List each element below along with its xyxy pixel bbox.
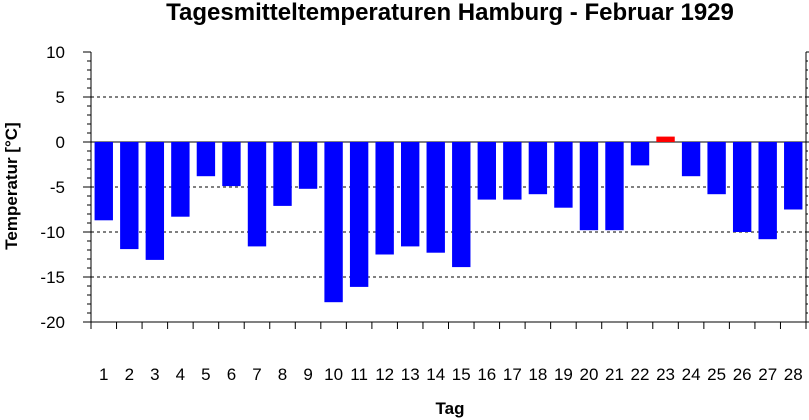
x-tick-label: 19	[554, 365, 573, 384]
bar	[94, 142, 113, 221]
bar	[630, 142, 650, 166]
bar	[375, 142, 394, 255]
x-tick-label: 17	[503, 365, 522, 384]
x-tick-label: 28	[784, 365, 803, 384]
x-tick-label: 26	[733, 365, 752, 384]
bar	[145, 142, 165, 260]
x-tick-label: 5	[201, 365, 210, 384]
x-tick-label: 13	[401, 365, 420, 384]
y-axis-label: Temperatur [°C]	[2, 122, 21, 249]
bar	[528, 142, 548, 195]
y-tick-label: 0	[56, 133, 65, 152]
y-tick-labels: 10 5 0 -5 -10 -15 -20	[40, 43, 65, 332]
bar	[120, 142, 139, 250]
x-tick-label: 6	[227, 365, 236, 384]
grid-lines	[91, 96, 806, 278]
x-tick-label: 7	[252, 365, 261, 384]
bar	[656, 136, 675, 142]
x-tick-label: 8	[278, 365, 287, 384]
y-tick-label: -5	[50, 178, 65, 197]
x-axis-label: Tag	[436, 399, 465, 418]
x-tick-labels: 1 2 3 4 5 6 7 8 9 10 11 12 13 14 15 16 17 18 19 20 21 22 23 24 2…	[99, 365, 803, 384]
bar	[784, 142, 803, 210]
x-tick-label: 23	[656, 365, 675, 384]
x-tick-label: 12	[375, 365, 394, 384]
x-tick-label: 1	[99, 365, 108, 384]
bar	[324, 142, 343, 303]
bar	[554, 142, 573, 208]
x-tick-label: 15	[452, 365, 471, 384]
x-tick-label: 22	[631, 365, 650, 384]
x-tick-label: 21	[605, 365, 624, 384]
bar	[732, 142, 752, 232]
x-tick-label: 11	[350, 365, 368, 384]
bars	[94, 136, 803, 303]
bar	[452, 142, 471, 268]
bar	[503, 142, 522, 200]
bar	[681, 142, 701, 177]
bar	[349, 142, 369, 287]
x-tick-label: 16	[477, 365, 496, 384]
x-tick-label: 14	[426, 365, 445, 384]
x-tick-label: 4	[176, 365, 185, 384]
x-tick-label: 18	[528, 365, 547, 384]
x-tick-label: 27	[758, 365, 777, 384]
x-tick-label: 25	[707, 365, 726, 384]
bar	[401, 142, 420, 247]
x-tick-label: 24	[682, 365, 701, 384]
bar	[707, 142, 726, 195]
y-tick-label: -10	[40, 223, 65, 242]
bar	[273, 142, 292, 206]
bar	[426, 142, 445, 253]
bar	[247, 142, 267, 247]
x-tick-label: 9	[303, 365, 312, 384]
y-tick-label: 10	[46, 43, 65, 62]
y-tick-label: -20	[40, 313, 65, 332]
bar	[222, 142, 241, 187]
bar	[298, 142, 318, 189]
y-tick-label: -15	[40, 268, 65, 287]
bar	[171, 142, 190, 217]
x-tick-label: 2	[125, 365, 134, 384]
y-tick-label: 5	[56, 88, 65, 107]
x-tick-label: 10	[324, 365, 343, 384]
chart-title: Tagesmitteltemperaturen Hamburg - Februa…	[166, 0, 734, 26]
x-tick-label: 20	[579, 365, 598, 384]
bar	[196, 142, 216, 177]
bar	[477, 142, 496, 200]
x-tick-label: 3	[150, 365, 159, 384]
bar	[579, 142, 599, 231]
axes	[83, 51, 809, 329]
bar	[605, 142, 624, 231]
bar	[758, 142, 777, 240]
